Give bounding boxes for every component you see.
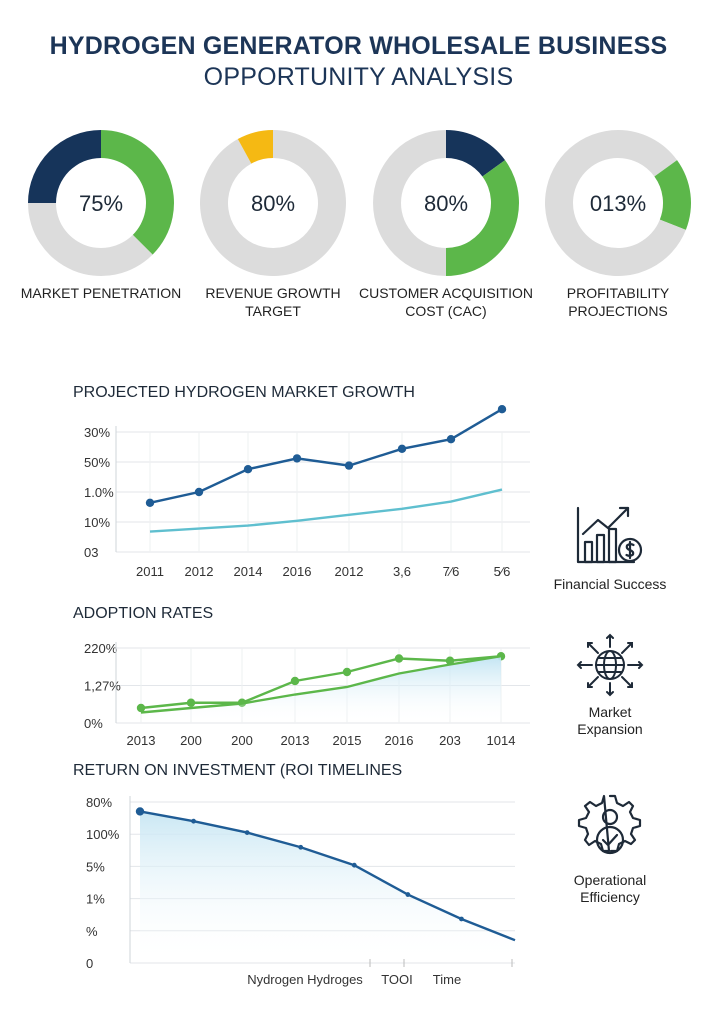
x-tick-label: 200	[180, 733, 202, 748]
data-point	[145, 498, 155, 507]
data-point	[186, 698, 196, 707]
donut-segment	[373, 130, 446, 276]
page-subtitle: OPPORTUNITY ANALYSIS	[203, 63, 514, 91]
series-line-0	[140, 655, 502, 710]
data-point	[243, 465, 253, 474]
data-point	[244, 830, 250, 835]
y-tick-label: 0	[86, 956, 93, 971]
series-line-1	[149, 488, 503, 533]
data-point	[459, 916, 464, 922]
kpi-label-cac: CUSTOMER ACQUISITION COST (CAC)	[359, 285, 533, 319]
y-tick-label: 50%	[84, 455, 110, 470]
x-tick-label: 200	[231, 733, 253, 748]
data-point	[497, 405, 507, 414]
data-point	[135, 807, 145, 816]
donut-segment	[101, 130, 174, 255]
y-tick-label: 1,27%	[84, 679, 121, 694]
chart-title-market-growth: PROJECTED HYDROGEN MARKET GROWTH	[73, 384, 415, 401]
x-tick-label: 2013	[127, 733, 156, 748]
y-tick-label: 5%	[86, 859, 105, 874]
x-tick-label: 203	[439, 733, 461, 748]
kpi-label-revenue-growth: REVENUE GROWTH TARGET	[205, 285, 341, 319]
x-tick-label: 5⁄6	[494, 564, 511, 579]
kpi-value: 80%	[424, 191, 468, 216]
x-tick-label: 2016	[385, 733, 414, 748]
side-market-expansion: Market Expansion	[540, 632, 680, 738]
data-point	[290, 676, 300, 686]
y-tick-label: 1.0%	[84, 485, 114, 500]
x-tick-label: 2015	[333, 733, 362, 748]
data-point	[298, 844, 304, 850]
kpi-donut-1: 80%	[198, 128, 348, 278]
x-tick-label: 2012	[185, 564, 214, 579]
side-financial-success: Financial Success	[540, 502, 680, 593]
x-tick-label: 3,6	[393, 564, 411, 579]
data-point	[397, 444, 407, 453]
donut-segment	[200, 130, 346, 276]
y-tick-label: 100%	[86, 827, 120, 842]
y-tick-label: 0%	[84, 716, 103, 731]
data-point	[191, 818, 196, 824]
donut-segment	[28, 130, 101, 203]
chart-title-adoption: ADOPTION RATES	[73, 605, 214, 622]
x-tick-label: Time	[433, 972, 461, 987]
x-tick-label: 2016	[283, 564, 312, 579]
series-line-0	[149, 408, 503, 504]
data-point	[194, 487, 204, 497]
kpi-label-profitability: PROFITABILITY PROJECTIONS	[566, 285, 670, 319]
x-tick-label: 2013	[281, 733, 310, 748]
donut-segment	[446, 130, 506, 177]
donut-segment	[618, 130, 678, 177]
page-title: HYDROGEN GENERATOR WHOLESALE BUSINESS	[49, 32, 668, 60]
x-tick-label: 2012	[335, 564, 364, 579]
data-point	[344, 461, 354, 470]
y-tick-label: %	[86, 924, 98, 939]
data-point	[351, 862, 357, 868]
series-line-1	[140, 655, 502, 714]
x-tick-label: 7⁄6	[443, 564, 460, 579]
y-tick-label: 80%	[86, 795, 112, 810]
kpi-label-market-penetration: MARKET PENETRATION	[20, 285, 182, 301]
kpi-donut-2: 80%	[371, 128, 521, 278]
donut-segment	[654, 160, 691, 230]
y-tick-label: 220%	[84, 641, 118, 656]
data-point	[445, 656, 455, 665]
donut-segment	[28, 203, 153, 276]
y-tick-label: 30%	[84, 425, 110, 440]
x-tick-label: 2011	[136, 564, 164, 579]
roi-area	[140, 811, 515, 963]
donut-segment	[545, 130, 686, 276]
donut-segment	[446, 160, 519, 276]
kpi-donut-3: 013%	[543, 128, 693, 278]
kpi-donut-0: 75%	[26, 128, 176, 278]
chart-title-roi: RETURN ON INVESTMENT (ROI TIMELINES	[73, 762, 403, 779]
y-tick-label: 03	[84, 545, 98, 560]
x-tick-label: Nydrogen Hydroges	[247, 972, 363, 987]
x-tick-label: 2014	[234, 564, 263, 579]
series-area	[141, 656, 501, 723]
donut-segment	[237, 130, 273, 164]
data-point	[405, 892, 411, 897]
kpi-value: 75%	[79, 191, 123, 216]
globe-arrows-icon	[576, 633, 644, 697]
x-tick-label: TOOI	[381, 972, 413, 987]
kpi-value: 80%	[251, 191, 295, 216]
x-tick-label: 1014	[487, 733, 516, 748]
data-point	[446, 435, 456, 444]
data-point	[292, 454, 302, 463]
roi-line	[139, 810, 516, 942]
data-point	[342, 667, 352, 677]
kpi-value: 013%	[590, 191, 646, 216]
y-tick-label: 10%	[84, 515, 110, 530]
y-tick-label: 1%	[86, 892, 105, 907]
gear-check-icon	[577, 794, 642, 855]
data-point	[394, 654, 404, 663]
bar-chart-dollar-icon	[576, 506, 643, 564]
side-operational-efficiency: Operational Efficiency	[540, 790, 680, 906]
data-point	[136, 703, 146, 713]
